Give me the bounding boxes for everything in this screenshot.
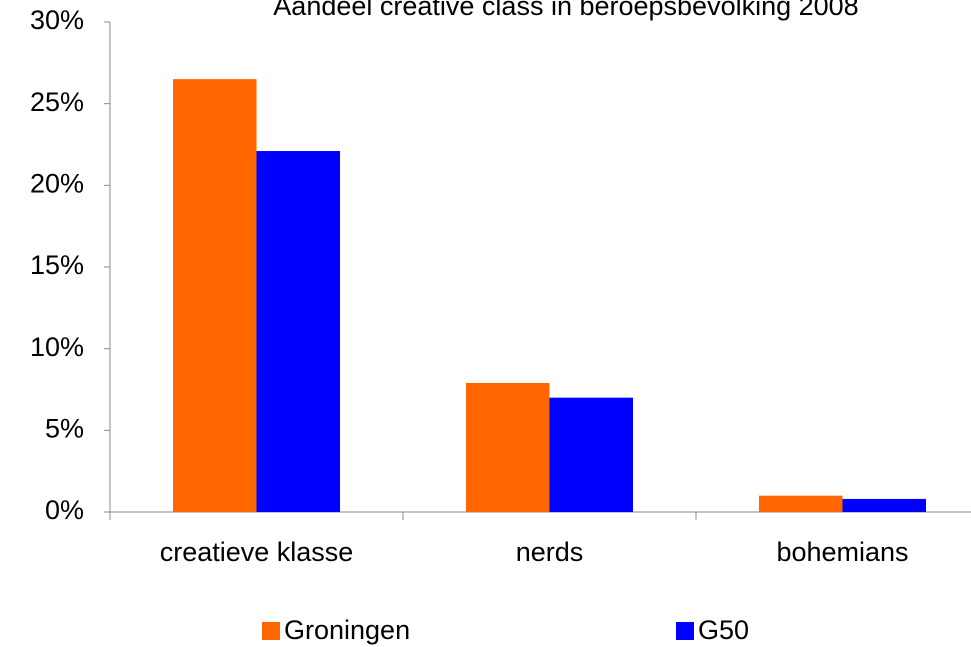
- bar: [466, 382, 550, 512]
- bar: [173, 79, 257, 513]
- y-tick-label: 20%: [30, 168, 84, 198]
- legend-swatch: [262, 622, 280, 640]
- legend-swatch: [676, 622, 694, 640]
- x-tick-label: creatieve klasse: [160, 537, 354, 567]
- x-tick-label: bohemians: [776, 537, 908, 567]
- y-tick-label: 5%: [45, 413, 84, 443]
- bar: [549, 397, 633, 512]
- bar: [759, 495, 843, 512]
- y-tick-label: 15%: [30, 250, 84, 280]
- chart-title: Aandeel creative class in beroepsbevolki…: [273, 0, 858, 21]
- bar: [842, 498, 926, 512]
- y-tick-label: 10%: [30, 332, 84, 362]
- x-tick-label: nerds: [516, 537, 584, 567]
- legend-label: Groningen: [284, 615, 410, 645]
- y-tick-label: 25%: [30, 87, 84, 117]
- y-tick-label: 0%: [45, 495, 84, 525]
- legend-label: G50: [698, 615, 749, 645]
- y-tick-label: 30%: [30, 5, 84, 35]
- bar: [256, 151, 340, 513]
